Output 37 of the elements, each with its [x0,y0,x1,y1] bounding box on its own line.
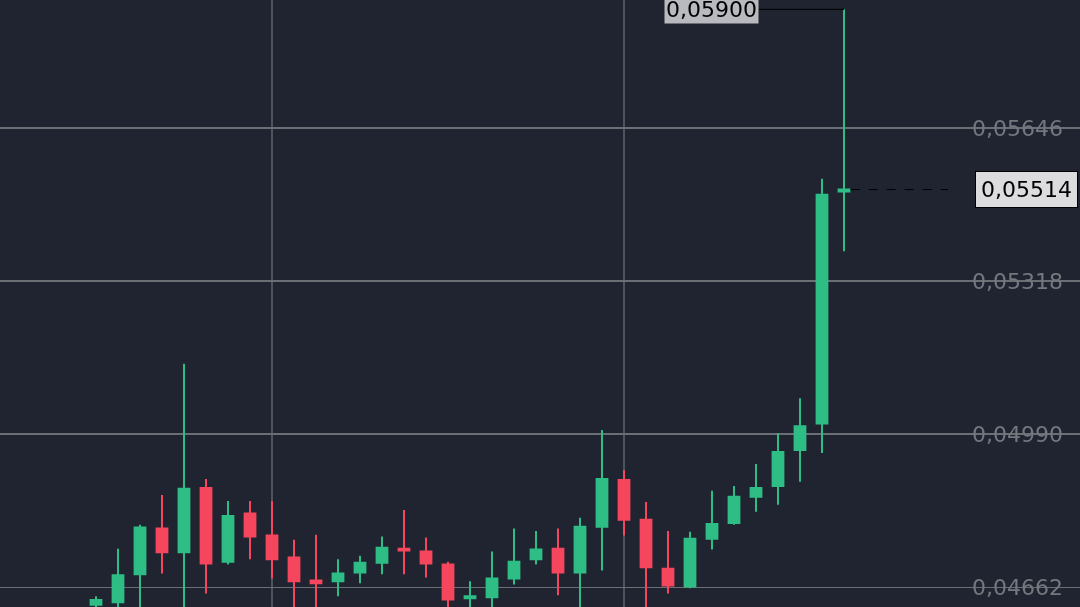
candlestick [199,478,213,595]
candlestick [89,595,103,607]
candlestick [595,429,609,572]
candlestick [573,516,587,607]
candlestick [397,508,411,576]
candlestick [683,530,697,590]
candlestick [705,489,719,551]
candlestick [133,523,147,607]
candlestick [309,533,323,607]
candlestick [639,500,653,607]
candlestick [111,547,125,607]
candlestick [617,469,631,537]
candlestick [749,463,763,513]
candlestick [331,558,345,598]
ref-line-label: 0,05514 [981,177,1072,202]
annotation: 0,05900 [666,0,757,22]
candlestick [463,580,477,607]
candlestick [551,527,565,597]
candlestick [177,362,191,607]
candlestick [837,8,851,253]
candlestick [243,500,257,561]
candlestick [771,432,785,506]
candlestick [221,500,235,566]
candlestick [353,554,367,585]
candlestick [375,535,389,576]
candlestick [727,485,741,526]
candlestick [507,527,521,586]
candlestick [287,538,301,607]
candlestick [661,529,675,595]
candlestick [793,397,807,483]
candlestick [815,177,829,454]
candlestick [265,500,279,580]
candlestick [155,493,169,575]
candlestick [419,536,433,579]
candlestick [441,560,455,607]
candlestick [529,529,543,566]
candlestick [485,550,499,607]
